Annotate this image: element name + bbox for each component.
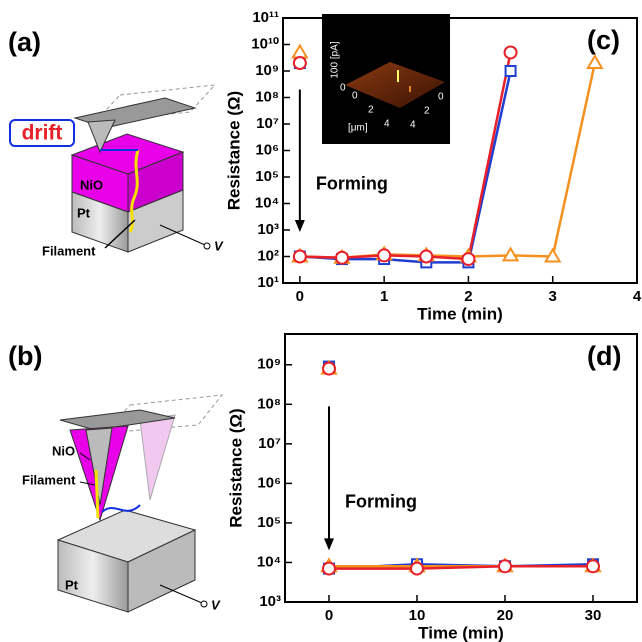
- y-tick-label: 10⁵: [255, 168, 279, 185]
- diagram-a: (a) drift NiO Pt Filament V: [8, 27, 224, 258]
- chart: 10³ 10⁴ 10⁵ 10⁶ 10⁷ 10⁸ 10⁹ 0 10 20 30 Time (min) Re…: [226, 334, 637, 642]
- filament-label: Filament: [22, 472, 76, 487]
- inset-tick: 4: [384, 119, 390, 130]
- y-tick-label: 10⁸: [257, 395, 281, 412]
- y-tick-label: 10⁴: [257, 553, 281, 570]
- layer-label: NiO: [52, 443, 75, 458]
- drift-arrow: [102, 505, 140, 512]
- inset-tick: 2: [424, 106, 430, 117]
- annotation: Forming: [316, 174, 388, 194]
- inset-z-zero: 0: [340, 83, 346, 94]
- voltage-label: V: [211, 597, 221, 612]
- chart: 10¹ 10² 10³ 10⁴ 10⁵ 10⁶ 10⁷ 10⁸ 10⁹ 10¹⁰ 10¹¹ 0 1 2 3 4…: [224, 9, 641, 324]
- layer-label: NiO: [80, 177, 103, 192]
- y-axis-title: Resistance (Ω): [226, 408, 245, 527]
- marker: [462, 253, 474, 265]
- y-tick-label: 10⁶: [257, 474, 281, 491]
- inset-tick: 0: [438, 92, 444, 103]
- marker: [505, 46, 517, 58]
- marker: [323, 563, 335, 575]
- marker: [293, 45, 307, 57]
- plot-frame: [285, 334, 637, 602]
- y-tick-label: 10³: [259, 593, 281, 610]
- inset-tick: 2: [368, 105, 374, 116]
- y-tick-label: 10⁹: [257, 356, 281, 373]
- marker: [588, 56, 602, 68]
- marker: [499, 560, 511, 572]
- terminal: [204, 243, 210, 249]
- inset-tick: 4: [410, 120, 416, 131]
- panel-label: (c): [587, 25, 620, 55]
- panel-label: (d): [587, 341, 621, 371]
- marker: [336, 252, 348, 264]
- x-axis-title: Time (min): [418, 623, 504, 642]
- x-axis-title: Time (min): [417, 304, 503, 323]
- inset-z-label: 100 [pA]: [330, 41, 341, 78]
- marker: [323, 363, 335, 375]
- x-tick-label: 20: [497, 607, 514, 624]
- y-tick-label: 10⁸: [255, 88, 279, 105]
- voltage-label: V: [214, 238, 224, 253]
- x-tick-label: 30: [585, 607, 602, 624]
- figure: (a) drift NiO Pt Filament V (b) NiO Fila…: [0, 0, 642, 642]
- marker: [587, 560, 599, 572]
- inset-tick: 0: [352, 91, 358, 102]
- marker: [294, 57, 306, 69]
- y-tick-label: 10¹¹: [252, 9, 279, 26]
- y-tick-label: 10⁵: [257, 514, 281, 531]
- y-tick-label: 10³: [257, 221, 279, 238]
- inset-x-label: [μm]: [348, 123, 368, 134]
- marker: [294, 251, 306, 263]
- x-tick-label: 4: [633, 288, 642, 305]
- marker: [506, 66, 516, 76]
- diagram-b: (b) NiO Filament Pt V: [8, 341, 222, 612]
- x-tick-label: 0: [296, 288, 304, 305]
- marker: [378, 249, 390, 261]
- y-tick-label: 10⁷: [256, 115, 279, 132]
- x-tick-label: 10: [409, 607, 426, 624]
- y-tick-label: 10²: [257, 247, 279, 264]
- filament: [96, 470, 98, 518]
- y-tick-label: 10¹: [257, 274, 279, 291]
- y-tick-label: 10⁹: [255, 62, 279, 79]
- terminal: [201, 601, 207, 607]
- drift-label: drift: [22, 122, 63, 145]
- substrate-label: Pt: [65, 577, 79, 592]
- y-tick-label: 10⁶: [255, 141, 279, 158]
- substrate-label: Pt: [77, 205, 91, 220]
- y-tick-label: 10⁴: [255, 194, 279, 211]
- filament-label: Filament: [42, 243, 96, 258]
- y-axis-title: Resistance (Ω): [224, 91, 243, 210]
- arrow-head: [324, 538, 334, 550]
- x-tick-label: 0: [325, 607, 333, 624]
- x-tick-label: 1: [380, 288, 388, 305]
- y-tick-label: 10¹⁰: [251, 35, 279, 52]
- panel-label: (b): [8, 341, 42, 371]
- tip-ghost: [140, 415, 175, 500]
- x-tick-label: 2: [464, 288, 472, 305]
- marker: [411, 563, 423, 575]
- arrow-head: [295, 220, 305, 232]
- x-tick-label: 3: [549, 288, 557, 305]
- marker: [420, 251, 432, 263]
- panel-label: (a): [8, 27, 41, 57]
- annotation: Forming: [345, 492, 417, 512]
- y-tick-label: 10⁷: [258, 435, 281, 452]
